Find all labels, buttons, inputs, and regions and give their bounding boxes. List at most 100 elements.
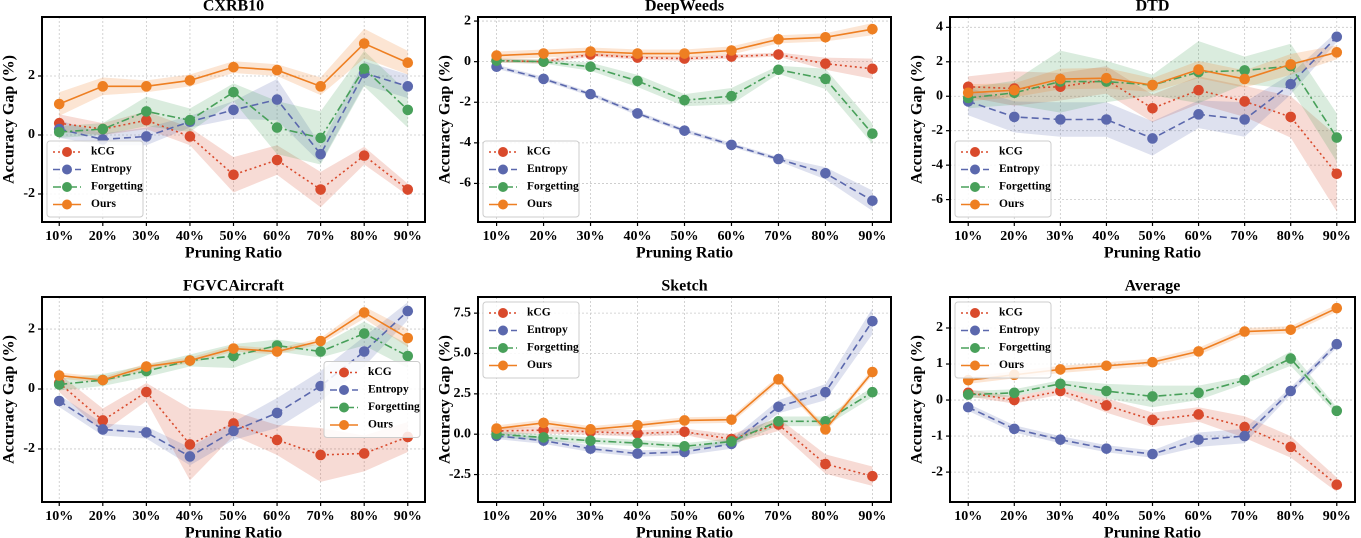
marker	[773, 49, 784, 60]
x-tick-label: 70%	[307, 509, 335, 524]
x-axis-label: Pruning Ratio	[185, 245, 282, 262]
marker	[1239, 421, 1250, 433]
marker	[1331, 31, 1343, 43]
legend-marker	[339, 420, 349, 430]
marker	[53, 126, 65, 138]
legend-marker	[62, 182, 72, 192]
series-line	[968, 65, 1338, 139]
marker	[867, 315, 878, 327]
marker	[402, 81, 414, 92]
marker	[358, 346, 370, 357]
x-tick-label: 10%	[483, 509, 511, 524]
series-line	[496, 423, 873, 477]
marker	[271, 407, 283, 419]
chart-title: Sketch	[661, 278, 707, 295]
marker	[679, 415, 690, 426]
legend-box	[954, 301, 1052, 379]
x-tick-label: 70%	[1231, 229, 1259, 244]
x-tick-label: 10%	[483, 229, 511, 244]
legend-marker	[970, 164, 980, 175]
legend-marker	[970, 360, 980, 371]
marker	[1008, 423, 1020, 435]
x-tick-label: 60%	[717, 229, 745, 244]
legend-marker	[498, 360, 508, 371]
x-tick-label: 70%	[1231, 509, 1259, 524]
subplot: -6 -4 -2 0 2 4 10% 20% 30% 40% 50% 60% 70% 80% 90% DTD P…	[909, 0, 1356, 262]
legend-marker	[62, 164, 72, 175]
marker	[1285, 59, 1297, 70]
marker	[402, 184, 414, 195]
x-tick-label: 50%	[220, 229, 248, 244]
legend-marker	[970, 147, 980, 157]
subplot: -2 0 2 10% 20% 30% 40% 50% 60% 70% 80% 90% CXRB10 Pru…	[1, 0, 426, 262]
marker	[315, 380, 326, 392]
x-tick-label: 60%	[263, 509, 291, 524]
legend-label: Ours	[999, 359, 1024, 371]
legend-label: Forgetting	[999, 342, 1051, 354]
marker	[358, 307, 370, 318]
marker	[1055, 73, 1066, 85]
y-tick-label: 0	[936, 392, 943, 407]
x-tick-label: 50%	[1139, 229, 1167, 244]
marker	[1239, 114, 1250, 125]
legend-label: Ours	[91, 198, 116, 210]
marker	[358, 150, 370, 161]
marker	[820, 167, 831, 179]
marker	[1193, 109, 1204, 120]
chart-title: FGVCAircraft	[183, 278, 285, 295]
x-axis-label: Pruning Ratio	[1104, 525, 1201, 538]
marker	[1193, 64, 1204, 75]
chart-title: Average	[1125, 278, 1181, 295]
legend-box	[954, 140, 1052, 218]
x-tick-label: 20%	[89, 229, 117, 244]
y-tick-label: -2	[23, 441, 35, 456]
marker	[1055, 378, 1066, 390]
marker	[1008, 84, 1020, 96]
x-axis-label: Pruning Ratio	[636, 525, 733, 538]
legend-label: Forgetting	[527, 342, 579, 354]
legend-label: Entropy	[91, 163, 132, 175]
x-tick-label: 80%	[350, 509, 378, 524]
y-tick-label: 2.5	[454, 386, 472, 401]
marker	[867, 23, 878, 35]
marker	[1101, 72, 1112, 84]
marker	[141, 114, 152, 126]
marker	[53, 395, 65, 407]
error-band	[496, 387, 873, 450]
marker	[1055, 364, 1066, 375]
marker	[315, 81, 326, 92]
marker	[1331, 132, 1343, 143]
legend-label: kCG	[368, 366, 392, 378]
x-axis-label: Pruning Ratio	[1104, 245, 1201, 262]
marker	[1239, 430, 1250, 442]
marker	[632, 420, 643, 431]
x-tick-label: 10%	[45, 509, 73, 524]
legend-marker	[62, 147, 72, 157]
marker	[1008, 387, 1020, 399]
legend-label: Forgetting	[368, 401, 420, 413]
legend-marker	[498, 147, 508, 157]
y-axis-label: Accuracy Gap (%)	[437, 335, 454, 464]
x-axis-label: Pruning Ratio	[185, 525, 282, 538]
marker	[315, 132, 326, 144]
legend-label: kCG	[91, 146, 115, 158]
x-tick-label: 60%	[1185, 229, 1213, 244]
marker	[773, 153, 784, 165]
marker	[184, 451, 196, 462]
x-tick-label: 90%	[858, 229, 886, 244]
x-tick-label: 30%	[132, 509, 160, 524]
marker	[632, 108, 643, 119]
marker	[1239, 326, 1250, 337]
marker	[1285, 353, 1297, 364]
marker	[402, 332, 414, 344]
marker	[97, 415, 109, 426]
x-tick-label: 20%	[1000, 509, 1028, 524]
marker	[1285, 78, 1297, 90]
chart-title: CXRB10	[203, 0, 264, 15]
marker	[315, 335, 326, 347]
marker	[228, 61, 239, 73]
marker	[773, 374, 784, 385]
y-axis-label: Accuracy Gap (%)	[1, 55, 18, 184]
y-tick-label: 2	[28, 68, 35, 83]
x-tick-label: 50%	[671, 229, 699, 244]
